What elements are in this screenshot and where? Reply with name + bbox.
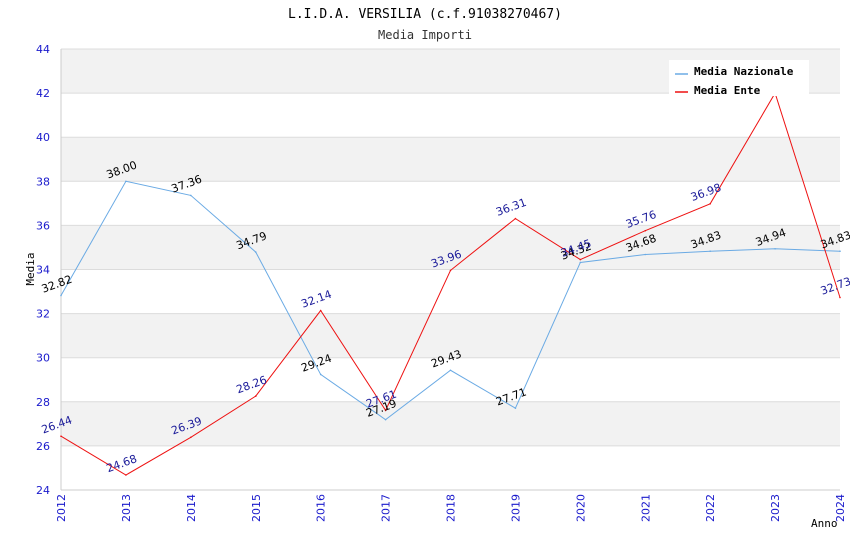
x-tick-label: 2019 (509, 494, 522, 522)
data-point-media-nazionale (644, 253, 647, 256)
data-point-media-nazionale (579, 261, 582, 264)
x-tick-label: 2017 (380, 494, 393, 522)
data-point-media-nazionale (839, 250, 841, 252)
x-tick-label: 2024 (834, 494, 847, 522)
data-point-media-nazionale (449, 369, 452, 372)
x-tick-label: 2020 (574, 494, 587, 522)
x-tick-label: 2015 (250, 494, 263, 522)
data-point-media-nazionale (514, 407, 517, 409)
plot-band (61, 93, 840, 138)
legend-label-media-nazionale: Media Nazionale (694, 65, 794, 78)
data-point-media-ente (514, 217, 517, 220)
x-tick-label: 2021 (639, 494, 652, 522)
data-point-media-ente (319, 309, 322, 312)
y-tick-label: 26 (36, 440, 50, 453)
chart-title: L.I.D.A. VERSILIA (c.f.91038270467) (288, 7, 562, 22)
data-point-media-nazionale (774, 247, 776, 250)
x-axis-label: Anno (811, 517, 838, 530)
y-tick-label: 38 (36, 175, 50, 188)
x-tick-label: 2016 (315, 494, 328, 522)
x-tick-label: 2013 (120, 494, 133, 522)
data-point-media-ente (384, 409, 387, 412)
y-tick-label: 40 (36, 131, 50, 144)
y-tick-label: 36 (36, 219, 50, 232)
legend-box (669, 60, 809, 96)
y-tick-label: 30 (36, 352, 50, 365)
data-point-media-nazionale (125, 180, 127, 183)
x-tick-label: 2018 (445, 494, 458, 522)
data-point-media-ente (579, 258, 582, 261)
series-lines (60, 91, 841, 476)
data-point-media-nazionale (709, 250, 711, 252)
data-point-media-nazionale (60, 294, 62, 297)
data-point-media-ente (254, 395, 257, 397)
data-point-media-nazionale (254, 251, 257, 253)
plot-band (61, 401, 840, 446)
data-point-media-ente (449, 269, 452, 272)
plot-band (61, 137, 840, 182)
data-point-media-ente (125, 474, 127, 476)
plot-bands (61, 49, 840, 490)
plot-band (61, 269, 840, 314)
data-point-media-nazionale (190, 194, 192, 197)
x-tick-label: 2014 (185, 494, 198, 522)
data-point-media-nazionale (319, 373, 322, 376)
plot-band (61, 445, 840, 490)
y-tick-label: 44 (36, 43, 50, 56)
legend: Media Nazionale Media Ente (669, 60, 809, 97)
data-point-media-ente (644, 229, 647, 232)
y-tick-label: 34 (36, 264, 50, 277)
y-tick-label: 42 (36, 87, 50, 100)
x-tick-label: 2022 (704, 494, 717, 522)
chart-subtitle: Media Importi (378, 28, 472, 42)
y-tick-label: 32 (36, 308, 50, 321)
x-tick-label: 2012 (55, 494, 68, 522)
data-point-media-ente (839, 296, 841, 299)
plot-band (61, 225, 840, 270)
x-tick-label: 2023 (769, 494, 782, 522)
plot-band (61, 313, 840, 358)
x-tick-labels: 2012 2013 2014 2015 2016 2017 2018 2019 2020 2021… (55, 494, 847, 522)
y-tick-label: 28 (36, 396, 50, 409)
grid-lines (60, 48, 840, 491)
y-tick-label: 24 (36, 484, 50, 497)
y-axis-label: Media (24, 252, 37, 285)
data-point-media-ente (60, 435, 62, 437)
data-point-media-ente (709, 202, 711, 205)
plot-band (61, 357, 840, 402)
data-point-media-ente (190, 436, 192, 439)
legend-label-media-ente: Media Ente (694, 84, 761, 97)
data-point-media-nazionale (384, 418, 387, 421)
y-tick-labels: 24 26 28 30 32 34 36 38 40 42 44 (36, 43, 50, 497)
